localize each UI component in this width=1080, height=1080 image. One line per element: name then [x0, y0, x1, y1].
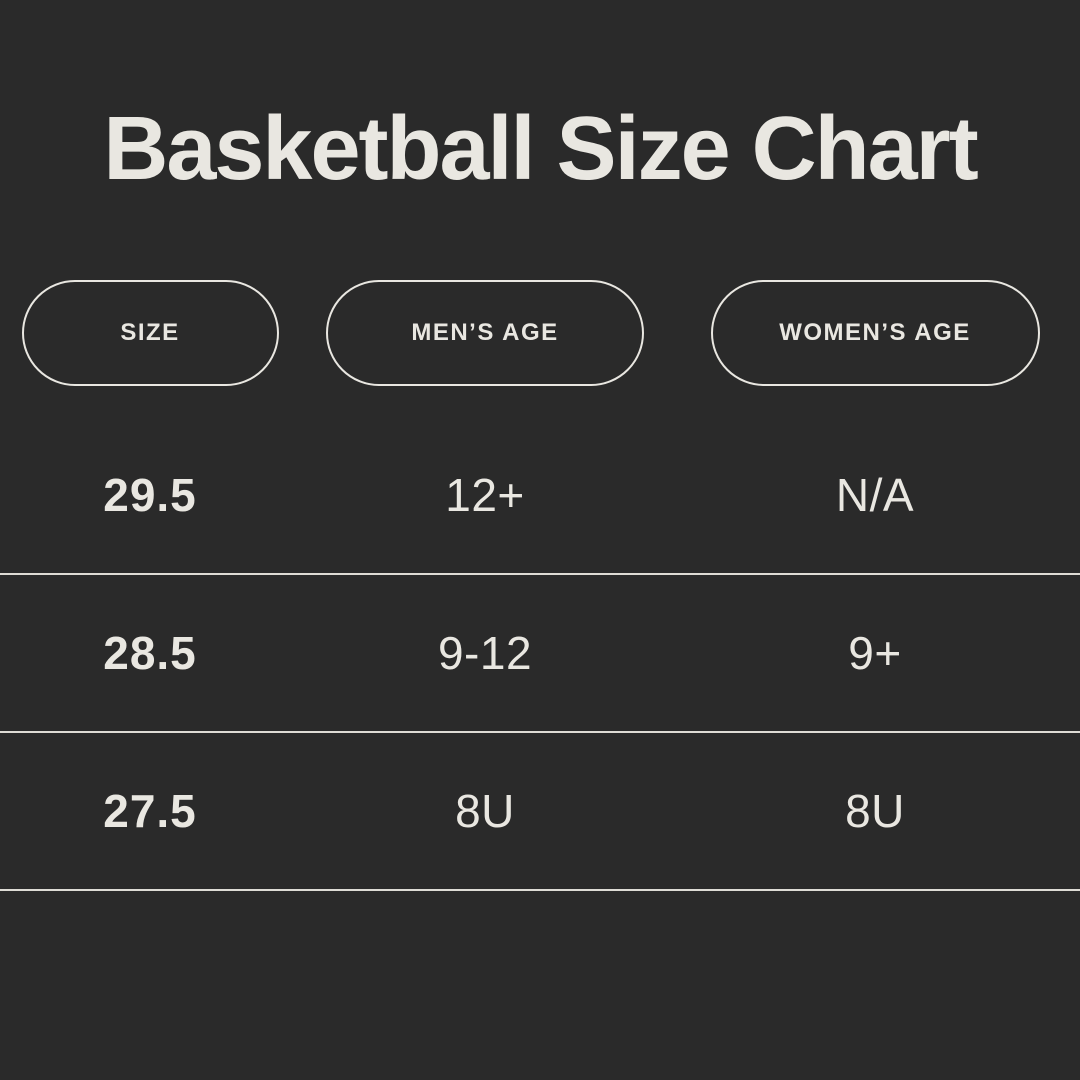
cell-womens-age: N/A: [835, 469, 915, 521]
cell-size: 27.5: [103, 785, 197, 837]
header-pill-mens-age: MEN’S AGE: [326, 280, 644, 386]
header-label-mens-age: MEN’S AGE: [411, 319, 559, 346]
table-body: 29.5 12+ N/A 28.5 9-12 9+ 27.5 8U 8U: [0, 417, 1080, 891]
cell-womens-age: 9+: [848, 627, 902, 679]
cell-mens-age: 9-12: [437, 627, 533, 679]
table-row: 29.5 12+ N/A: [0, 417, 1080, 575]
table-row: 28.5 9-12 9+: [0, 575, 1080, 733]
header-label-womens-age: WOMEN’S AGE: [779, 319, 971, 346]
header-label-size: SIZE: [120, 319, 180, 346]
table-header-row: SIZE MEN’S AGE WOMEN’S AGE: [0, 280, 1080, 386]
cell-size: 29.5: [103, 469, 197, 521]
page-title: Basketball Size Chart: [103, 99, 978, 199]
header-pill-womens-age: WOMEN’S AGE: [710, 280, 1040, 386]
cell-mens-age: 12+: [445, 469, 525, 521]
table-row: 27.5 8U 8U: [0, 733, 1080, 891]
cell-size: 28.5: [103, 627, 197, 679]
header-cell-womens-age: WOMEN’S AGE: [670, 280, 1080, 386]
header-cell-size: SIZE: [0, 280, 300, 386]
cell-mens-age: 8U: [455, 785, 515, 837]
header-cell-mens-age: MEN’S AGE: [300, 280, 670, 386]
header-pill-size: SIZE: [21, 280, 279, 386]
cell-womens-age: 8U: [845, 785, 905, 837]
